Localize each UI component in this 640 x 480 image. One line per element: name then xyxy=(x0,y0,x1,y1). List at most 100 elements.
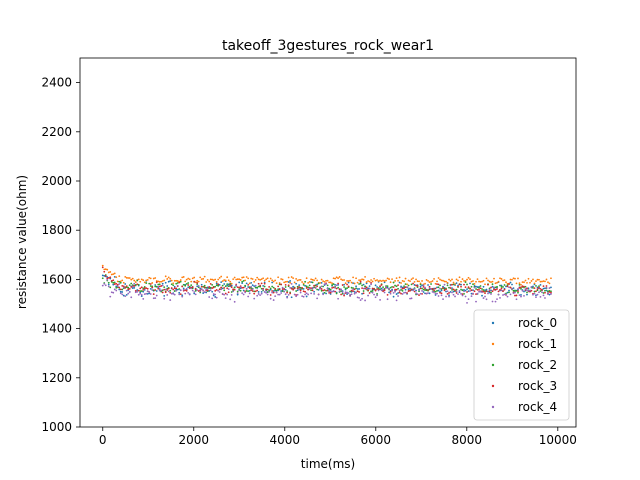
data-point xyxy=(115,289,118,292)
data-point xyxy=(181,294,184,297)
data-point xyxy=(143,289,146,291)
data-point xyxy=(166,287,169,290)
data-point xyxy=(383,291,386,294)
data-point xyxy=(332,283,335,285)
data-point xyxy=(403,280,405,283)
data-point xyxy=(170,292,173,295)
data-point xyxy=(128,284,131,286)
data-point xyxy=(194,293,197,296)
data-point xyxy=(458,283,461,286)
data-point xyxy=(380,289,383,292)
data-point xyxy=(346,291,348,294)
data-point xyxy=(328,290,331,293)
data-point xyxy=(364,287,366,290)
data-point xyxy=(329,293,332,295)
data-point xyxy=(442,285,444,288)
data-point xyxy=(164,288,167,291)
data-point xyxy=(283,288,286,291)
data-point xyxy=(470,285,473,288)
data-point xyxy=(305,285,308,288)
data-point xyxy=(217,283,220,286)
data-point xyxy=(502,286,504,288)
data-point xyxy=(137,283,140,286)
data-point xyxy=(253,292,256,295)
data-point xyxy=(466,291,468,293)
data-point xyxy=(487,292,489,295)
data-point xyxy=(538,285,540,288)
data-point xyxy=(313,290,316,293)
data-point xyxy=(236,286,239,289)
data-point xyxy=(490,286,492,289)
data-point xyxy=(368,285,371,288)
data-point xyxy=(527,287,530,290)
data-point xyxy=(190,280,193,283)
data-point xyxy=(524,279,527,282)
data-point xyxy=(182,283,185,286)
data-point xyxy=(451,291,453,294)
data-point xyxy=(176,288,179,291)
data-point xyxy=(451,278,453,281)
data-point xyxy=(223,287,226,289)
data-point xyxy=(493,288,495,291)
data-point xyxy=(439,291,441,294)
data-point xyxy=(211,287,214,289)
data-point xyxy=(296,287,299,290)
data-point xyxy=(221,287,224,290)
data-point xyxy=(346,287,348,289)
data-point xyxy=(308,280,311,283)
data-point xyxy=(373,277,375,280)
data-point xyxy=(397,287,399,290)
data-point xyxy=(257,282,260,285)
data-point xyxy=(104,284,107,287)
data-point xyxy=(242,293,245,296)
data-point xyxy=(503,288,506,291)
data-point xyxy=(491,285,494,288)
data-point xyxy=(434,282,437,285)
data-point xyxy=(398,289,401,292)
data-point xyxy=(211,278,214,281)
data-point xyxy=(400,289,402,291)
data-point xyxy=(274,279,277,282)
data-point xyxy=(401,293,404,295)
data-point xyxy=(299,289,302,292)
data-point xyxy=(544,287,546,290)
data-point xyxy=(271,290,274,292)
data-point xyxy=(196,285,199,288)
data-point xyxy=(122,286,125,289)
data-point xyxy=(245,276,248,278)
data-point xyxy=(361,278,363,281)
data-point xyxy=(380,284,383,286)
data-point xyxy=(179,280,182,283)
data-point xyxy=(211,297,214,300)
data-point xyxy=(431,288,434,290)
data-point xyxy=(137,293,140,296)
data-point xyxy=(442,298,444,301)
data-point xyxy=(422,291,425,293)
data-point xyxy=(188,278,191,281)
data-point xyxy=(548,282,551,285)
legend-label: rock_0 xyxy=(518,316,557,330)
data-point xyxy=(214,289,217,292)
data-point xyxy=(440,288,443,290)
data-point xyxy=(497,290,500,293)
x-tick-label: 0 xyxy=(99,433,107,447)
data-point xyxy=(253,285,256,287)
data-point xyxy=(271,281,274,284)
data-point xyxy=(140,290,143,292)
data-point xyxy=(139,292,142,295)
data-point xyxy=(440,294,443,297)
data-point xyxy=(248,282,251,285)
data-point xyxy=(121,279,124,282)
data-point xyxy=(251,290,254,292)
data-point xyxy=(428,292,431,295)
data-point xyxy=(494,286,497,289)
data-point xyxy=(460,292,462,295)
data-point xyxy=(101,264,104,267)
data-point xyxy=(458,291,461,294)
data-point xyxy=(193,292,196,295)
data-point xyxy=(371,280,374,283)
data-point xyxy=(461,289,464,292)
data-point xyxy=(358,279,360,282)
data-point xyxy=(245,288,248,290)
